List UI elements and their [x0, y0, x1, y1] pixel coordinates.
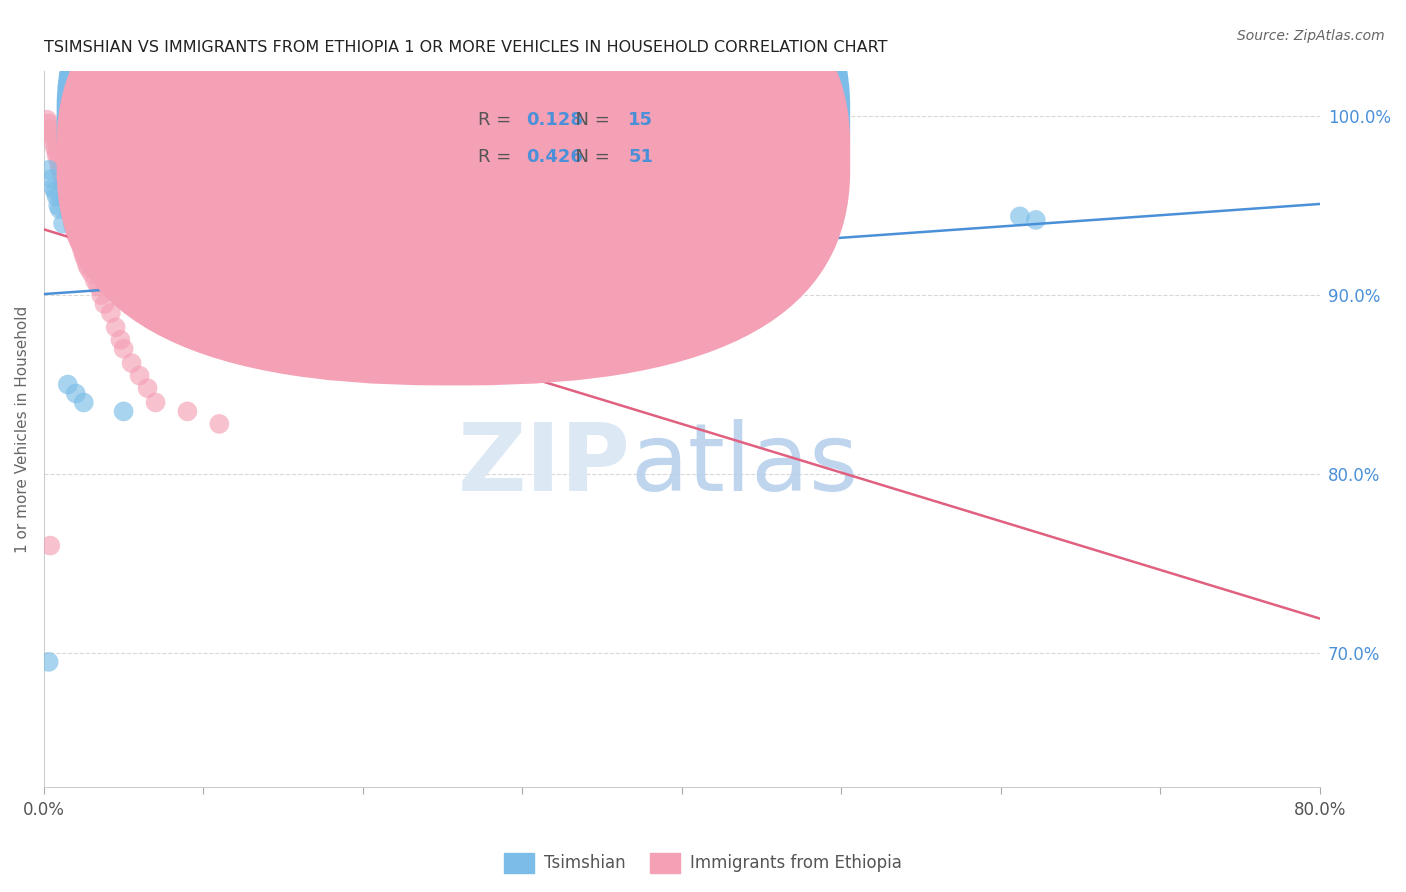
- Point: [45, 189, 67, 203]
- Text: TSIMSHIAN VS IMMIGRANTS FROM ETHIOPIA 1 OR MORE VEHICLES IN HOUSEHOLD CORRELATIO: TSIMSHIAN VS IMMIGRANTS FROM ETHIOPIA 1 …: [44, 40, 887, 55]
- Point: [45, 148, 67, 162]
- Legend: Tsimshian, Immigrants from Ethiopia: Tsimshian, Immigrants from Ethiopia: [498, 847, 908, 880]
- Point: [41, 171, 63, 186]
- Point: [41, 127, 63, 141]
- Point: [62, 217, 84, 231]
- Point: [73, 395, 96, 409]
- Point: [35, 112, 58, 127]
- Text: ZIP: ZIP: [458, 419, 631, 511]
- Point: [53, 180, 76, 194]
- Point: [73, 249, 96, 263]
- Text: Source: ZipAtlas.com: Source: ZipAtlas.com: [1237, 29, 1385, 43]
- Text: 0.426: 0.426: [526, 148, 583, 166]
- Point: [49, 162, 72, 177]
- Point: [46, 153, 69, 168]
- Point: [38, 655, 60, 669]
- Point: [59, 208, 82, 222]
- FancyBboxPatch shape: [413, 86, 714, 182]
- Point: [52, 171, 75, 186]
- Point: [70, 244, 93, 258]
- Point: [208, 417, 231, 431]
- Point: [631, 213, 654, 227]
- FancyBboxPatch shape: [56, 0, 851, 385]
- Point: [39, 539, 62, 553]
- Text: atlas: atlas: [631, 419, 859, 511]
- Point: [56, 194, 79, 209]
- Point: [42, 180, 65, 194]
- Point: [49, 159, 72, 173]
- Point: [65, 386, 87, 401]
- Point: [44, 184, 66, 198]
- Point: [112, 342, 135, 356]
- Point: [128, 368, 150, 383]
- FancyBboxPatch shape: [56, 0, 851, 349]
- Point: [55, 189, 77, 203]
- Point: [42, 130, 65, 145]
- Point: [55, 184, 77, 198]
- Point: [65, 227, 87, 242]
- Point: [80, 267, 103, 281]
- Point: [38, 116, 60, 130]
- Point: [75, 252, 97, 267]
- Point: [38, 162, 60, 177]
- Point: [44, 141, 66, 155]
- Point: [176, 404, 198, 418]
- Point: [56, 377, 79, 392]
- Point: [1025, 213, 1047, 227]
- Point: [39, 121, 62, 136]
- Point: [84, 274, 107, 288]
- Point: [93, 297, 115, 311]
- Point: [52, 177, 75, 191]
- Point: [58, 199, 80, 213]
- Point: [104, 320, 127, 334]
- Point: [52, 217, 75, 231]
- Point: [63, 222, 86, 236]
- Text: N =: N =: [564, 111, 616, 129]
- Point: [90, 288, 112, 302]
- Point: [69, 238, 91, 252]
- Point: [58, 204, 80, 219]
- Point: [121, 356, 143, 370]
- Text: 0.128: 0.128: [526, 111, 583, 129]
- Point: [100, 306, 122, 320]
- Text: N =: N =: [564, 148, 616, 166]
- Point: [1008, 210, 1031, 224]
- Point: [136, 381, 159, 395]
- Point: [87, 279, 110, 293]
- Point: [112, 404, 135, 418]
- Text: R =: R =: [478, 148, 516, 166]
- Text: 15: 15: [628, 111, 654, 129]
- Y-axis label: 1 or more Vehicles in Household: 1 or more Vehicles in Household: [15, 306, 30, 553]
- Point: [67, 235, 90, 249]
- Point: [49, 202, 72, 217]
- Text: R =: R =: [478, 111, 516, 129]
- Point: [76, 258, 98, 272]
- Point: [45, 145, 67, 159]
- Text: 51: 51: [628, 148, 654, 166]
- Point: [77, 261, 100, 276]
- Point: [66, 231, 89, 245]
- Point: [42, 136, 65, 150]
- Point: [46, 199, 69, 213]
- Point: [145, 395, 167, 409]
- Point: [62, 213, 84, 227]
- Point: [51, 166, 73, 180]
- Point: [110, 333, 132, 347]
